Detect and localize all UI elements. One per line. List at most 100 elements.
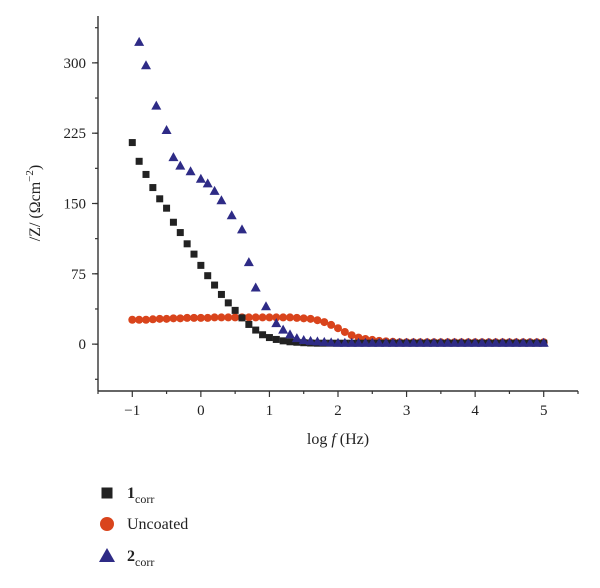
data-point [306, 314, 315, 323]
data-point [243, 257, 254, 267]
data-point [162, 314, 171, 323]
series-2corr [134, 36, 549, 347]
data-point [244, 313, 253, 322]
data-point [271, 318, 282, 328]
data-point [360, 337, 371, 347]
data-point [518, 337, 529, 347]
data-point [278, 324, 289, 334]
legend-marker [99, 548, 115, 562]
x-tick-label: 4 [471, 403, 479, 419]
data-point [190, 313, 198, 322]
legend: 1corr Uncoated 2corr [99, 485, 188, 569]
data-point [217, 290, 225, 298]
data-point [286, 338, 294, 346]
data-point [279, 313, 288, 322]
legend-marker [101, 487, 113, 499]
data-point [387, 337, 398, 347]
data-point [142, 170, 150, 178]
x-ticks: −1 0 1 2 3 4 5 [97, 391, 579, 419]
data-point [245, 320, 253, 328]
data-point [204, 272, 212, 280]
data-point [210, 313, 219, 322]
data-point [463, 337, 474, 347]
data-point [334, 324, 342, 333]
data-point [265, 334, 273, 342]
data-point [435, 337, 446, 347]
data-point [279, 337, 287, 345]
y-tick-label: 0 [79, 337, 87, 353]
data-point [293, 338, 301, 346]
data-point [250, 282, 261, 292]
data-point [142, 315, 150, 324]
data-point [339, 337, 350, 347]
data-point [470, 337, 481, 347]
data-point [216, 195, 227, 205]
data-point [285, 329, 295, 339]
data-point [477, 337, 487, 347]
legend-label: 1corr [127, 485, 154, 506]
data-point [298, 334, 309, 344]
y-tick-label: 75 [71, 267, 86, 283]
data-point [202, 178, 213, 188]
data-point [525, 337, 535, 347]
data-point [291, 333, 302, 343]
data-point [209, 185, 220, 195]
data-point [156, 195, 164, 203]
data-point [183, 313, 192, 322]
data-point [504, 337, 515, 347]
legend-item-1corr: 1corr [101, 485, 154, 506]
data-point [265, 313, 274, 322]
data-point [141, 60, 151, 70]
data-point [231, 313, 240, 322]
data-point [134, 36, 145, 46]
data-point [381, 337, 391, 347]
data-point [497, 337, 508, 347]
data-point [161, 124, 172, 134]
data-point [401, 337, 412, 347]
data-point [190, 250, 198, 258]
x-tick-label: 2 [334, 403, 342, 419]
data-point [203, 313, 212, 322]
data-point [319, 336, 330, 346]
y-tick-label: 300 [64, 56, 87, 72]
data-point [196, 313, 205, 322]
data-point [238, 314, 246, 322]
legend-label: 2corr [127, 548, 154, 569]
data-point [155, 314, 164, 323]
data-point [176, 229, 184, 237]
data-point [422, 337, 433, 347]
data-point [169, 314, 178, 323]
data-point [168, 152, 179, 162]
data-point [211, 281, 219, 289]
data-point [149, 184, 157, 192]
data-point [217, 313, 226, 322]
data-point [163, 204, 171, 212]
data-point [354, 333, 363, 342]
data-point [237, 224, 247, 234]
y-tick-label: 225 [64, 126, 87, 142]
data-point [374, 337, 385, 347]
data-point [299, 314, 308, 323]
data-point [327, 320, 336, 329]
data-point [185, 166, 196, 176]
y-axis-title: /Z/ (Ωcm−2) [24, 165, 44, 241]
data-point [128, 139, 136, 147]
x-tick-label: −1 [124, 403, 140, 419]
data-point [313, 316, 322, 325]
data-point [333, 337, 343, 347]
data-point [197, 261, 205, 269]
data-point [169, 218, 177, 226]
data-point [135, 157, 143, 165]
data-point [286, 313, 294, 322]
data-point [252, 326, 260, 334]
data-point [353, 337, 364, 347]
data-point [326, 337, 337, 347]
data-point [272, 313, 281, 322]
data-point [272, 335, 280, 343]
data-point [415, 337, 426, 347]
series-layer [128, 36, 549, 347]
x-tick-label: 1 [266, 403, 274, 419]
data-point [195, 173, 206, 183]
x-tick-label: 5 [540, 403, 548, 419]
